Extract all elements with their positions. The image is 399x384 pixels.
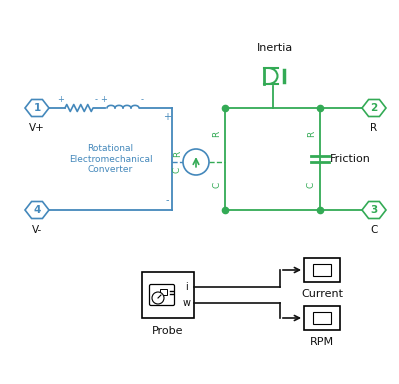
Text: +: + [101, 95, 107, 104]
Text: V+: V+ [29, 123, 45, 133]
Text: C: C [370, 225, 378, 235]
FancyBboxPatch shape [313, 312, 331, 324]
FancyBboxPatch shape [304, 306, 340, 330]
Polygon shape [25, 99, 49, 116]
Circle shape [152, 292, 164, 304]
Text: R: R [307, 131, 316, 137]
Text: -: - [140, 95, 144, 104]
Text: +: + [57, 95, 64, 104]
Text: C: C [212, 181, 221, 188]
FancyBboxPatch shape [304, 258, 340, 282]
Text: V-: V- [32, 225, 42, 235]
Text: R: R [212, 131, 221, 137]
Circle shape [183, 149, 209, 175]
Text: C: C [307, 181, 316, 188]
Text: w: w [183, 298, 191, 308]
Text: RPM: RPM [310, 337, 334, 347]
Text: -: - [165, 195, 169, 205]
Text: Probe: Probe [152, 326, 184, 336]
Text: Friction: Friction [330, 154, 371, 164]
Text: 1: 1 [34, 103, 41, 113]
Text: R: R [173, 151, 182, 157]
Text: R: R [370, 123, 377, 133]
FancyBboxPatch shape [142, 272, 194, 318]
Text: -: - [95, 95, 97, 104]
Text: 2: 2 [370, 103, 377, 113]
FancyBboxPatch shape [160, 289, 167, 295]
Polygon shape [362, 202, 386, 218]
Text: i: i [186, 282, 188, 292]
Polygon shape [25, 202, 49, 218]
FancyBboxPatch shape [313, 264, 331, 276]
Text: +: + [163, 112, 171, 122]
Polygon shape [362, 99, 386, 116]
Text: 3: 3 [370, 205, 377, 215]
FancyBboxPatch shape [150, 285, 174, 306]
Text: C: C [173, 167, 182, 173]
Text: Current: Current [301, 289, 343, 299]
Text: 4: 4 [33, 205, 41, 215]
Text: Rotational
Electromechanical
Converter: Rotational Electromechanical Converter [69, 144, 152, 174]
Text: Inertia: Inertia [257, 43, 292, 53]
